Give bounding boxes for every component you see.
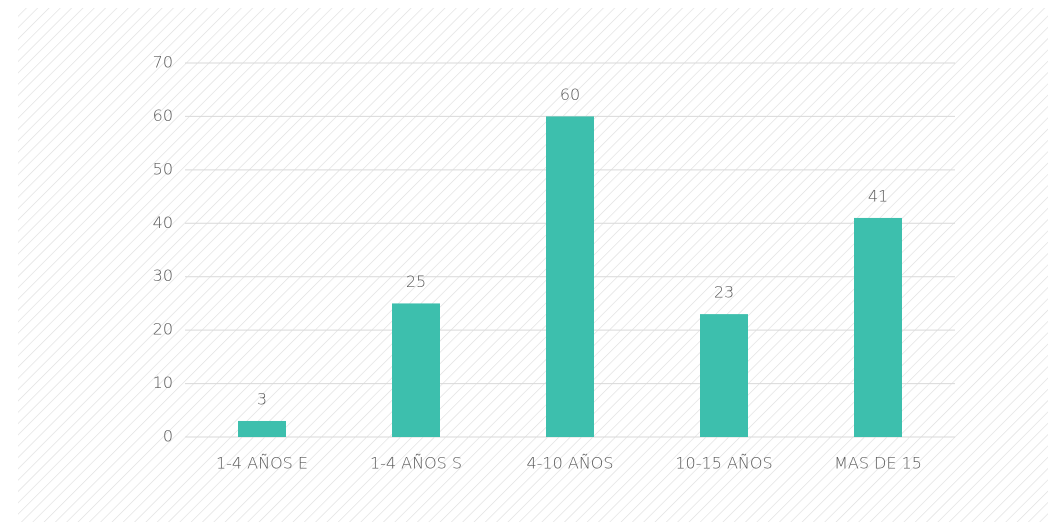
- data-label: 3: [257, 389, 267, 408]
- data-label: 23: [714, 283, 734, 302]
- data-label: 25: [406, 272, 426, 291]
- bar: [700, 314, 748, 437]
- y-tick-label: 50: [153, 159, 173, 178]
- data-label: 41: [868, 186, 888, 205]
- x-tick-label: 1-4 AÑOS S: [370, 454, 462, 473]
- bar: [546, 116, 594, 437]
- y-tick-label: 30: [153, 266, 173, 285]
- x-tick-label: MAS DE 15: [834, 454, 922, 473]
- y-tick-label: 60: [153, 106, 173, 125]
- bar: [392, 303, 440, 437]
- y-tick-label: 0: [163, 427, 173, 446]
- y-tick-label: 40: [153, 213, 173, 232]
- x-tick-label: 1-4 AÑOS E: [216, 454, 308, 473]
- bar: [854, 217, 902, 437]
- y-tick-label: 70: [153, 53, 173, 72]
- y-tick-label: 20: [153, 320, 173, 339]
- y-tick-label: 10: [153, 373, 173, 392]
- data-label: 60: [560, 85, 580, 104]
- x-tick-label: 4-10 AÑOS: [526, 454, 613, 473]
- x-tick-label: 10-15 AÑOS: [675, 454, 772, 473]
- bar: [238, 420, 286, 437]
